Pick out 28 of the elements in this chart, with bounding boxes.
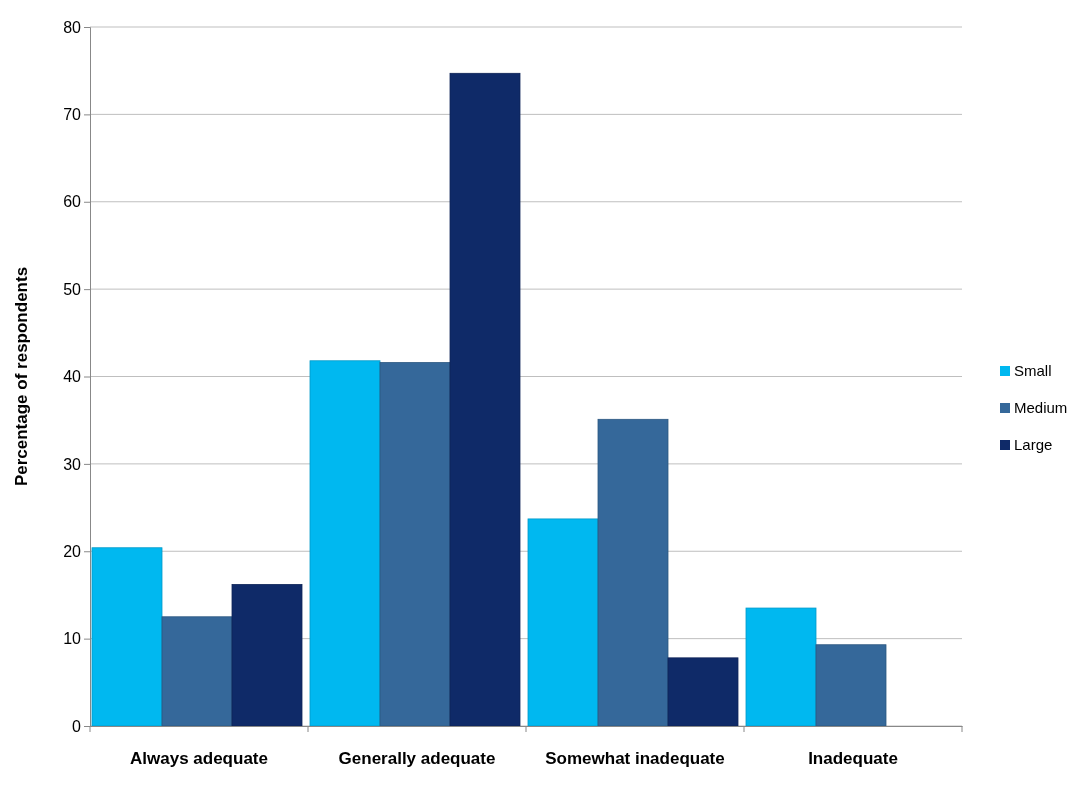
y-tick-label: 0 [72,717,82,735]
y-tick-label: 50 [63,280,82,298]
bar [815,644,887,727]
y-axis-title: Percentage of respondents [12,266,31,487]
bar [231,584,303,727]
y-tick-label: 70 [63,106,82,123]
bar [379,362,451,727]
bar [597,418,669,727]
y-tick-label: 30 [63,455,82,473]
x-tick-label: Always adequate [130,749,268,768]
legend-label: Small [1014,362,1052,379]
x-tick-label: Somewhat inadequate [545,749,725,768]
legend-label: Medium [1014,399,1068,416]
y-tick-label: 20 [63,542,82,560]
bar [309,360,381,727]
x-tick-label: Generally adequate [338,749,496,768]
bar [527,518,599,727]
bar [667,657,739,727]
y-tick-label: 10 [63,630,82,648]
legend-label: Large [1014,436,1053,453]
bar [91,547,163,727]
y-tick-label: 40 [63,368,82,386]
bar [745,607,817,727]
y-tick-label: 80 [63,18,82,36]
y-tick-label: 60 [63,193,82,211]
bar [161,616,233,727]
bar [449,72,521,727]
x-tick-label: Inadequate [808,749,898,768]
